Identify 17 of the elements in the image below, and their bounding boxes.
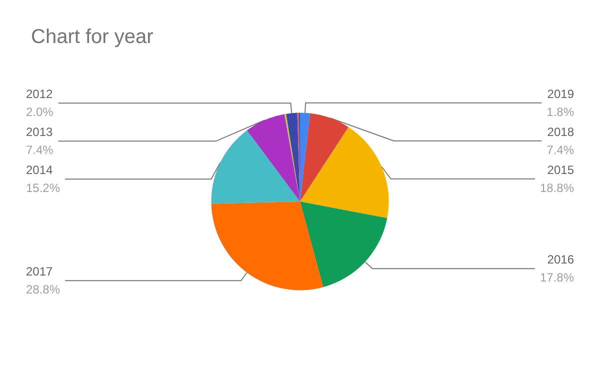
data-label: 28.8% (26, 282, 60, 297)
data-label: 15.2% (26, 181, 60, 196)
slice-label: 2012 (26, 87, 54, 102)
data-label: 7.4% (546, 142, 574, 157)
data-label: 1.8% (546, 104, 574, 119)
slice-label: 2013 (26, 125, 54, 140)
data-label: 2.0% (26, 105, 54, 120)
slice-label: 2019 (547, 86, 574, 101)
slice-label: 2018 (547, 124, 574, 139)
slice-label: 2014 (26, 163, 54, 178)
chart-title: Chart for year (31, 26, 154, 48)
slice-label: 2015 (547, 162, 574, 177)
data-label: 18.8% (540, 180, 574, 195)
data-label: 7.4% (26, 143, 54, 158)
slice-label: 2017 (26, 264, 54, 279)
slice-label: 2016 (547, 252, 574, 267)
data-label: 17.8% (540, 270, 574, 285)
